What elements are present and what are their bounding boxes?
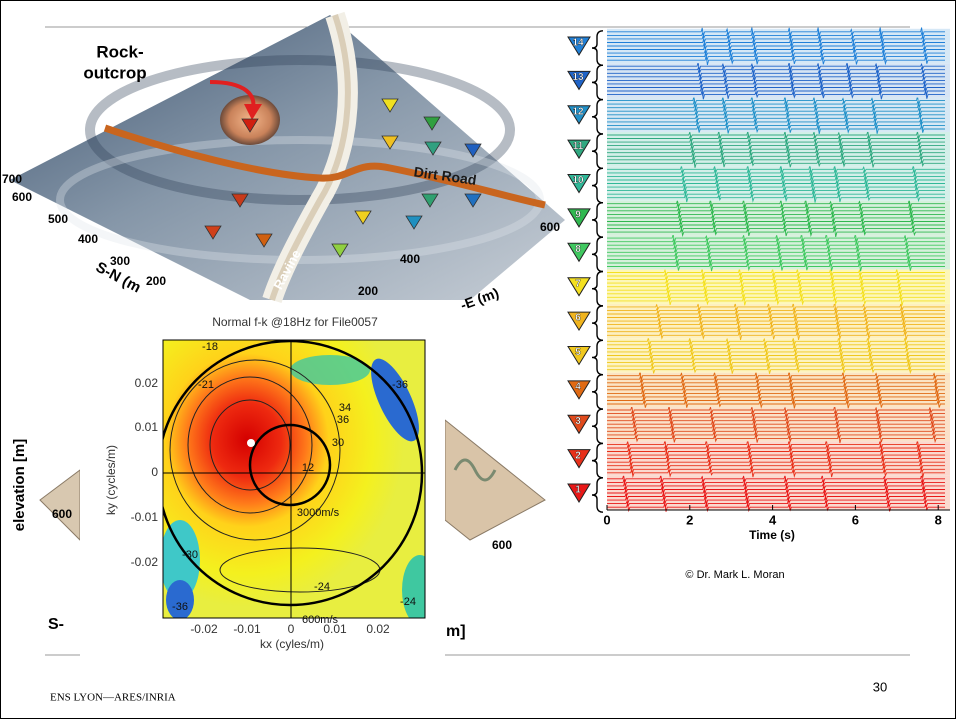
station-brace bbox=[592, 31, 603, 65]
fk-peak bbox=[247, 439, 255, 447]
station-label: 1 bbox=[575, 485, 581, 496]
axis-label: kx (cyles/m) bbox=[260, 637, 324, 651]
station-label: 10 bbox=[572, 175, 584, 186]
elevation-surface-left bbox=[40, 470, 80, 540]
axis-label: S- bbox=[48, 616, 64, 633]
tick-label: 0.02 bbox=[366, 622, 390, 636]
footer: ENS LYON—ARES/INRIA bbox=[50, 692, 176, 704]
station-brace bbox=[592, 237, 603, 271]
page-number: 30 bbox=[873, 679, 887, 694]
seismogram bbox=[568, 28, 950, 513]
x-tick-label: 4 bbox=[769, 512, 777, 527]
station-brace bbox=[592, 375, 603, 409]
station-label: 3 bbox=[575, 416, 581, 427]
contour-label: 30 bbox=[332, 437, 344, 449]
tick-label: 0.02 bbox=[135, 376, 159, 390]
station-brace bbox=[592, 340, 603, 374]
station-brace bbox=[592, 203, 603, 237]
contour-label: -24 bbox=[314, 581, 330, 593]
tick-label: 0 bbox=[151, 465, 158, 479]
contour-label: -36 bbox=[392, 379, 408, 391]
contour-label: -30 bbox=[182, 549, 198, 561]
contour-label: 12 bbox=[302, 462, 314, 474]
contour-label: 34 bbox=[339, 402, 351, 414]
station-label: 8 bbox=[575, 244, 581, 255]
tick-label: 300 bbox=[110, 254, 130, 268]
station-label: 9 bbox=[575, 210, 581, 221]
tick-label: 600 bbox=[492, 538, 512, 552]
contour-label: 3000m/s bbox=[297, 507, 340, 519]
station-brace bbox=[592, 306, 603, 340]
tick-label: 0 bbox=[288, 622, 295, 636]
station-brace bbox=[592, 272, 603, 306]
contour-label: 36 bbox=[337, 414, 349, 426]
contour-label: -18 bbox=[202, 341, 218, 353]
contour-label: -21 bbox=[198, 379, 214, 391]
station-label: 11 bbox=[573, 141, 584, 152]
tick-label: 700 bbox=[2, 172, 22, 186]
x-tick-label: 0 bbox=[603, 512, 610, 527]
tick-label: 400 bbox=[78, 232, 98, 246]
x-tick-label: 8 bbox=[935, 512, 942, 527]
station-brace bbox=[592, 168, 603, 202]
slide: Rock-outcropDirt RoadRavineS-N (m-E (m)7… bbox=[0, 0, 956, 719]
contour-label: -24 bbox=[400, 596, 416, 608]
station-label: 14 bbox=[572, 38, 584, 49]
axis-label: elevation [m] bbox=[11, 439, 28, 532]
station-label: 5 bbox=[575, 347, 581, 358]
tick-label: 600 bbox=[12, 190, 32, 204]
station-brace bbox=[592, 65, 603, 99]
station-brace bbox=[592, 100, 603, 134]
elevation-surface-right bbox=[445, 420, 545, 540]
station-label: 12 bbox=[572, 106, 584, 117]
callout-label: outcrop bbox=[83, 63, 146, 82]
tick-label: -0.01 bbox=[233, 622, 261, 636]
tick-label: 500 bbox=[48, 212, 68, 226]
contour-label: -36 bbox=[172, 601, 188, 613]
station-label: 7 bbox=[575, 278, 581, 289]
axis-label: ky (cycles/m) bbox=[104, 445, 118, 515]
axis-label: m] bbox=[446, 623, 466, 640]
tick-label: -0.02 bbox=[190, 622, 218, 636]
tick-label: 200 bbox=[146, 274, 166, 288]
axis-label: Time (s) bbox=[749, 528, 795, 542]
x-tick-label: 2 bbox=[686, 512, 693, 527]
station-label: 13 bbox=[572, 72, 584, 83]
slide-canvas: Rock-outcropDirt RoadRavineS-N (m-E (m)7… bbox=[0, 0, 956, 719]
callout-label: Rock- bbox=[96, 42, 143, 61]
credit: © Dr. Mark L. Moran bbox=[685, 569, 784, 581]
station-brace bbox=[592, 134, 603, 168]
tick-label: 200 bbox=[358, 284, 378, 298]
station-label: 2 bbox=[575, 450, 581, 461]
station-label: 6 bbox=[575, 313, 581, 324]
contour-label: 600m/s bbox=[302, 614, 339, 626]
station-brace bbox=[592, 409, 603, 443]
tick-label: -0.02 bbox=[131, 555, 159, 569]
tick-label: 600 bbox=[540, 220, 560, 234]
station-brace bbox=[592, 478, 603, 512]
x-tick-label: 6 bbox=[852, 512, 859, 527]
tick-label: -0.01 bbox=[131, 510, 159, 524]
tick-label: 400 bbox=[400, 252, 420, 266]
station-label: 4 bbox=[575, 381, 581, 392]
station-brace bbox=[592, 443, 603, 477]
tick-label: 0.01 bbox=[135, 420, 159, 434]
tick-label: 600 bbox=[52, 507, 72, 521]
plot-title: Normal f-k @18Hz for File0057 bbox=[212, 315, 378, 329]
